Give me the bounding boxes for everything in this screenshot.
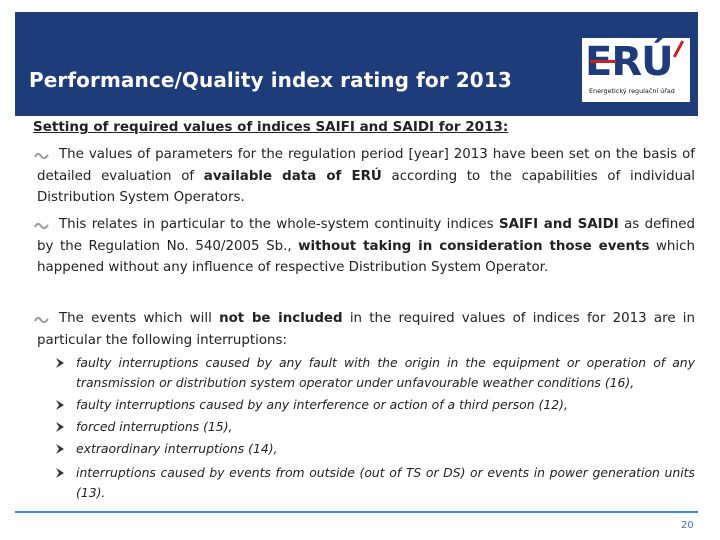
list-item-text: extraordinary interruptions (14), (76, 441, 278, 456)
list-item: extraordinary interruptions (14), (55, 439, 695, 459)
paragraph-1-bold: available data of ERÚ (203, 168, 382, 184)
curl-bullet-icon (34, 316, 49, 324)
logo-red-bar (590, 60, 616, 63)
list-item-text: forced interruptions (15), (76, 419, 233, 434)
paragraph-3: The events which will not be included in… (34, 308, 696, 351)
section-subtitle: Setting of required values of indices SA… (33, 119, 509, 135)
arrow-bullet-icon (56, 358, 64, 368)
slide-title: Performance/Quality index rating for 201… (29, 68, 512, 92)
arrow-bullet-icon (56, 444, 64, 454)
list-item: faulty interruptions caused by any inter… (55, 395, 695, 415)
paragraph-3-text-b: in the required values of indices for 20… (37, 311, 696, 348)
paragraph-2-bold-a: SAIFI and SAIDI (498, 217, 619, 232)
arrow-bullet-icon (56, 400, 64, 410)
paragraph-3-bold: not be included (219, 311, 343, 326)
paragraph-2-bold-b: without taking in consideration those ev… (298, 238, 650, 254)
list-item: interruptions caused by events from outs… (55, 463, 695, 502)
eru-logo: ERÚ Energetický regulační úřad (582, 38, 690, 102)
list-item-text: interruptions caused by events from outs… (76, 465, 695, 500)
paragraph-2-text-a: This relates in particular to the whole-… (59, 217, 499, 232)
paragraph-1-text-b: according to the capabilities of individ… (37, 168, 695, 206)
curl-bullet-icon (34, 152, 49, 160)
list-item-text: faulty interruptions caused by any fault… (76, 355, 695, 390)
paragraph-2: This relates in particular to the whole-… (34, 214, 695, 279)
paragraph-1: The values of parameters for the regulat… (34, 144, 695, 209)
arrow-bullet-icon (56, 468, 64, 478)
footer-divider (15, 511, 698, 513)
arrow-bullet-icon (56, 422, 64, 432)
paragraph-1-text-a: The values of parameters for the regulat… (37, 147, 695, 184)
page-number: 20 (681, 520, 694, 531)
curl-bullet-icon (34, 222, 49, 230)
paragraph-2-text-b: as defined by the Regulation No. 540/200… (37, 217, 695, 254)
paragraph-3-text-a: The events which will (59, 311, 220, 326)
list-item-text: faulty interruptions caused by any inter… (76, 397, 568, 412)
list-item: forced interruptions (15), (55, 417, 695, 437)
logo-accent-mark (672, 40, 685, 58)
list-item: faulty interruptions caused by any fault… (55, 353, 695, 392)
logo-caption: Energetický regulační úřad (589, 87, 675, 95)
paragraph-2-text-c: which happened without any influence of … (37, 238, 695, 276)
